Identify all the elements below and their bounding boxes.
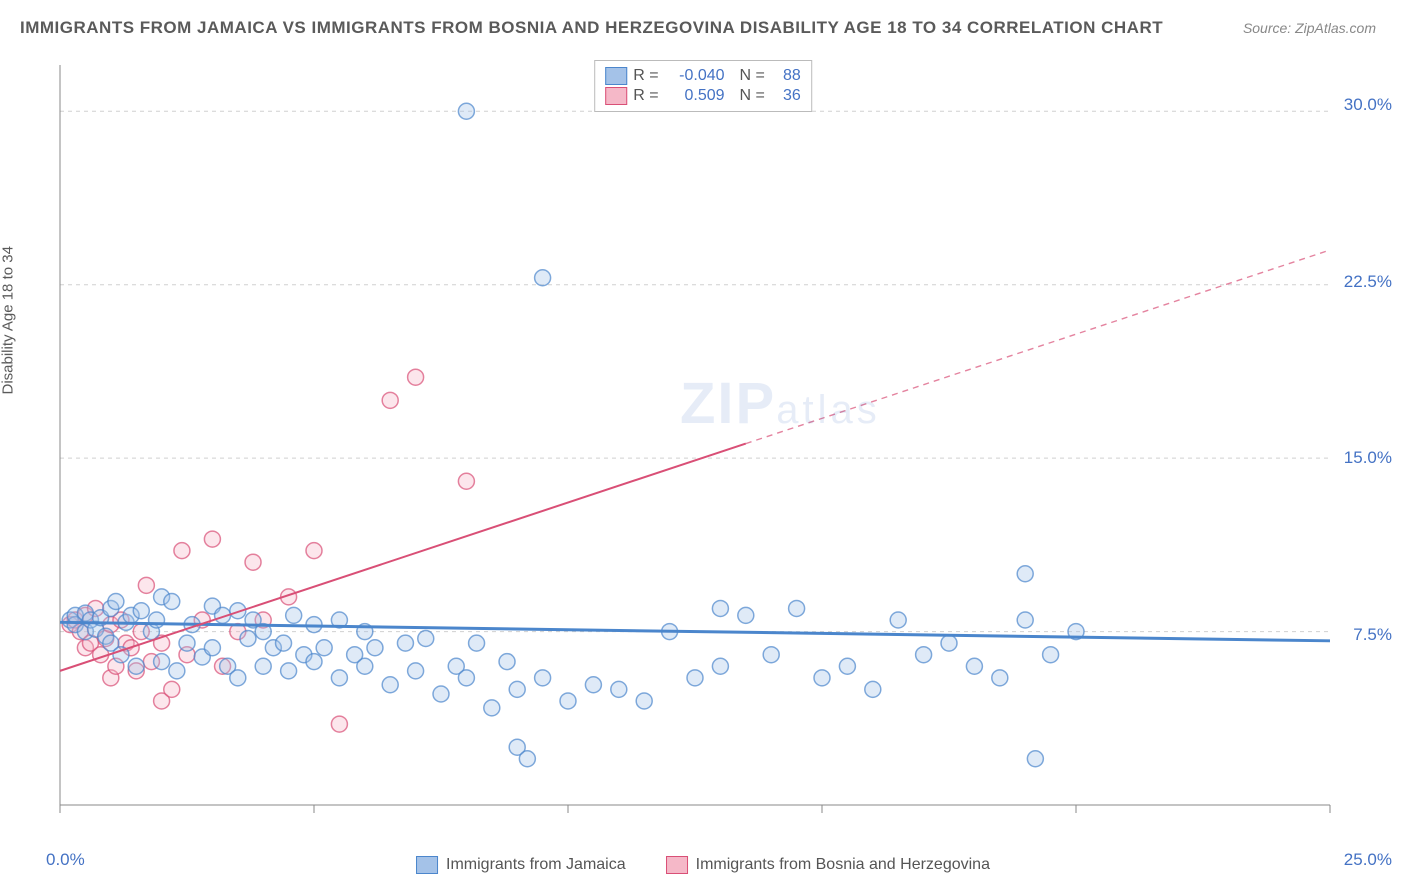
ytick-30: 30.0% [1344,95,1392,115]
legend-row-bosnia: R = 0.509 N = 36 [605,87,801,105]
series-name-jamaica: Immigrants from Jamaica [446,856,626,874]
y-axis-label: Disability Age 18 to 34 [0,246,17,394]
series-name-bosnia: Immigrants from Bosnia and Herzegovina [696,856,990,874]
ytick-15: 15.0% [1344,448,1392,468]
scatter-svg [50,55,1340,825]
xtick-0: 0.0% [46,850,85,870]
n-value-bosnia: 36 [771,87,801,105]
chart-title: IMMIGRANTS FROM JAMAICA VS IMMIGRANTS FR… [20,18,1163,38]
source-label: Source: ZipAtlas.com [1243,20,1376,36]
ytick-7: 7.5% [1353,625,1392,645]
correlation-legend: R = -0.040 N = 88 R = 0.509 N = 36 [594,60,812,112]
swatch-jamaica-icon [416,856,438,874]
legend-item-bosnia: Immigrants from Bosnia and Herzegovina [666,856,990,874]
legend-item-jamaica: Immigrants from Jamaica [416,856,626,874]
legend-row-jamaica: R = -0.040 N = 88 [605,67,801,85]
swatch-bosnia-icon [605,87,627,105]
n-value-jamaica: 88 [771,67,801,85]
r-value-jamaica: -0.040 [665,67,725,85]
ytick-22: 22.5% [1344,272,1392,292]
swatch-jamaica-icon [605,67,627,85]
r-value-bosnia: 0.509 [665,87,725,105]
swatch-bosnia-icon [666,856,688,874]
xtick-25: 25.0% [1344,850,1392,870]
series-legend: Immigrants from Jamaica Immigrants from … [416,856,990,874]
chart-plot-area [50,55,1340,825]
